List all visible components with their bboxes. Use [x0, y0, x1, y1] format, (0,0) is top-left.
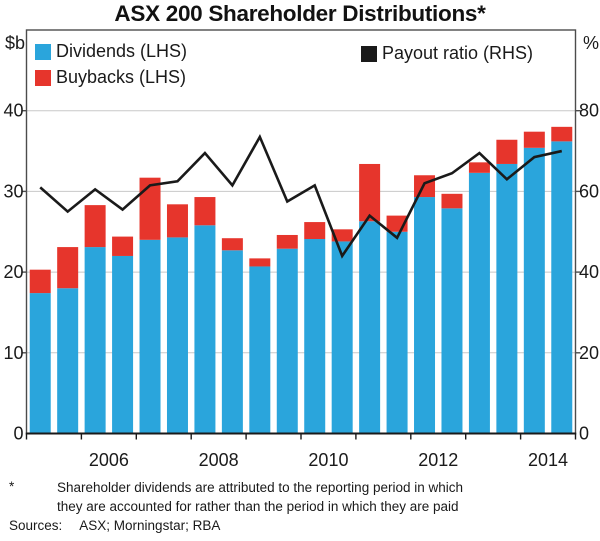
bar-dividends-2006-h1: [84, 247, 106, 434]
left-tick-label-10: 10: [3, 343, 23, 363]
bar-buybacks-2012-h2: [441, 193, 463, 209]
bar-buybacks-2006-h1: [84, 205, 106, 248]
footnote-marker: *: [9, 479, 15, 494]
footnote: Shareholder dividends are attributed to …: [57, 478, 463, 516]
plot-border: [25, 29, 577, 435]
bar-dividends-2014-h1: [523, 147, 545, 434]
left-tick-label-20: 20: [3, 262, 23, 282]
dividends-swatch-icon: [35, 43, 51, 60]
payout-swatch-icon: [361, 45, 377, 62]
bar-buybacks-2014-h2: [551, 126, 573, 142]
left-tick-label-0: 0: [13, 424, 23, 444]
bar-buybacks-2009-h2: [276, 234, 298, 249]
x-axis-label-2008: 2008: [199, 450, 239, 470]
bar-dividends-2007-h1: [139, 239, 161, 434]
bar-buybacks-2008-h2: [221, 238, 243, 251]
left-tick-label-40: 40: [3, 101, 23, 121]
buybacks-swatch-icon: [35, 69, 51, 86]
legend-label-payout: Payout ratio (RHS): [382, 43, 534, 63]
sources: Sources: ASX; Morningstar; RBA: [9, 518, 220, 533]
bar-buybacks-2007-h2: [166, 204, 188, 238]
legend-item-dividends: Dividends (LHS): [35, 41, 187, 62]
right-tick-label-60: 60: [579, 181, 599, 201]
bar-buybacks-2011-h1: [359, 163, 381, 222]
right-tick-label-20: 20: [579, 343, 599, 363]
bar-dividends-2005-h1: [29, 293, 51, 434]
chart-plot: 0 10 20 30 40 0 20 40 60 80 2006 2008 2010 2012 2014: [3, 29, 599, 470]
right-tick-label-0: 0: [579, 424, 589, 444]
bar-dividends-2009-h1: [249, 266, 271, 434]
legend-item-buybacks: Buybacks (LHS): [35, 67, 186, 88]
bar-dividends-2010-h2: [331, 241, 353, 434]
bar-buybacks-2014-h1: [523, 131, 545, 148]
right-tick-label-80: 80: [579, 101, 599, 121]
bar-buybacks-2008-h1: [194, 197, 216, 226]
bar-buybacks-2013-h2: [496, 139, 518, 164]
bar-buybacks-2006-h2: [112, 236, 134, 256]
bar-buybacks-2005-h1: [29, 269, 51, 294]
left-tick-label-30: 30: [3, 181, 23, 201]
bar-dividends-2011-h1: [359, 221, 381, 434]
bar-dividends-2009-h2: [276, 248, 298, 434]
legend-label-dividends: Dividends (LHS): [56, 41, 188, 61]
bar-buybacks-2010-h1: [304, 222, 326, 240]
sources-list: ASX; Morningstar; RBA: [79, 518, 221, 533]
bar-buybacks-2010-h2: [331, 229, 353, 242]
x-axis-label-2006: 2006: [89, 450, 129, 470]
footnote-line2: they are accounted for rather than the p…: [57, 499, 459, 514]
bar-buybacks-2013-h1: [468, 162, 490, 173]
sources-label: Sources:: [9, 518, 63, 533]
bar-dividends-2013-h1: [468, 172, 490, 434]
x-axis-label-2014: 2014: [528, 450, 568, 470]
bar-dividends-2005-h2: [57, 288, 79, 434]
right-tick-label-40: 40: [579, 262, 599, 282]
legend-item-payout: Payout ratio (RHS): [361, 43, 533, 64]
footnote-line1: Shareholder dividends are attributed to …: [57, 480, 464, 495]
x-axis-label-2010: 2010: [308, 450, 348, 470]
bar-dividends-2014-h2: [551, 141, 573, 434]
bar-dividends-2010-h1: [304, 239, 326, 434]
right-axis-unit: %: [582, 33, 599, 53]
bar-dividends-2013-h2: [496, 163, 518, 434]
bar-dividends-2006-h2: [112, 255, 134, 434]
left-axis-unit: $b: [5, 33, 26, 53]
legend-label-buybacks: Buybacks (LHS): [56, 67, 187, 87]
bar-dividends-2012-h2: [441, 208, 463, 434]
x-axis-label-2012: 2012: [418, 450, 458, 470]
bar-dividends-2011-h2: [386, 231, 408, 434]
bar-dividends-2008-h1: [194, 225, 216, 434]
bar-buybacks-2007-h1: [139, 177, 161, 240]
payout-ratio-line: [39, 133, 563, 259]
bar-dividends-2012-h1: [414, 197, 436, 434]
bar-buybacks-2009-h1: [249, 258, 271, 267]
chart-title: ASX 200 Shareholder Distributions*: [114, 1, 486, 26]
bar-dividends-2008-h2: [221, 250, 243, 434]
bar-dividends-2007-h2: [166, 237, 188, 434]
bar-buybacks-2005-h2: [57, 247, 79, 289]
